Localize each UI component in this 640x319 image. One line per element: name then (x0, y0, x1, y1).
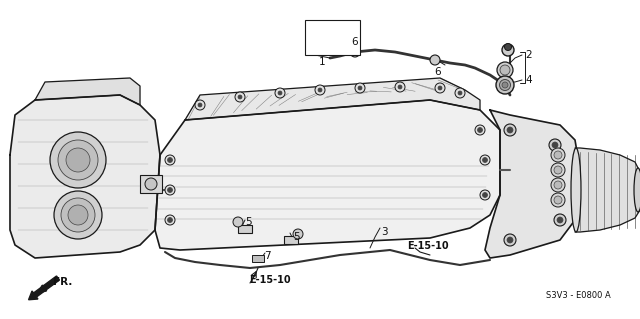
Circle shape (50, 132, 106, 188)
Polygon shape (10, 95, 160, 258)
Polygon shape (485, 110, 580, 258)
Polygon shape (185, 78, 480, 120)
Circle shape (554, 181, 562, 189)
Circle shape (235, 92, 245, 102)
Circle shape (350, 47, 360, 57)
Circle shape (438, 86, 442, 90)
Circle shape (455, 88, 465, 98)
Circle shape (554, 214, 566, 226)
FancyArrow shape (29, 276, 60, 300)
Bar (284, 236, 298, 244)
Circle shape (475, 125, 485, 135)
Circle shape (165, 185, 175, 195)
Circle shape (554, 196, 562, 204)
Text: 1: 1 (319, 57, 325, 67)
Circle shape (395, 82, 405, 92)
Circle shape (315, 85, 325, 95)
Bar (252, 255, 264, 262)
Circle shape (551, 178, 565, 192)
Circle shape (355, 83, 365, 93)
Text: 2: 2 (525, 50, 532, 60)
Circle shape (198, 103, 202, 107)
Circle shape (54, 191, 102, 239)
Circle shape (66, 148, 90, 172)
Circle shape (502, 44, 514, 56)
Circle shape (358, 86, 362, 90)
Circle shape (398, 85, 402, 89)
Circle shape (504, 124, 516, 136)
Circle shape (238, 95, 242, 99)
Circle shape (502, 82, 508, 88)
Circle shape (168, 158, 173, 162)
Circle shape (233, 217, 243, 227)
Circle shape (458, 91, 462, 95)
Circle shape (551, 193, 565, 207)
Circle shape (554, 166, 562, 174)
Circle shape (497, 62, 513, 78)
Text: S3V3 - E0800 A: S3V3 - E0800 A (546, 291, 611, 300)
Circle shape (165, 215, 175, 225)
Circle shape (480, 155, 490, 165)
Ellipse shape (571, 148, 581, 232)
Text: 4: 4 (525, 75, 532, 85)
Circle shape (318, 88, 322, 92)
Text: 3: 3 (381, 227, 387, 237)
Text: 5: 5 (244, 217, 252, 227)
Circle shape (500, 65, 510, 75)
Circle shape (477, 128, 483, 132)
Circle shape (435, 83, 445, 93)
Circle shape (554, 151, 562, 159)
Circle shape (507, 127, 513, 133)
Circle shape (278, 91, 282, 95)
Circle shape (551, 148, 565, 162)
Circle shape (145, 178, 157, 190)
Polygon shape (155, 100, 500, 250)
Circle shape (557, 217, 563, 223)
Text: 6: 6 (435, 67, 442, 77)
Circle shape (430, 55, 440, 65)
Circle shape (68, 205, 88, 225)
Circle shape (293, 229, 303, 239)
Circle shape (480, 190, 490, 200)
Circle shape (168, 218, 173, 222)
Ellipse shape (634, 168, 640, 212)
Text: E-15-10: E-15-10 (249, 275, 291, 285)
Circle shape (549, 139, 561, 151)
Text: E-15-10: E-15-10 (407, 241, 449, 251)
Circle shape (507, 237, 513, 243)
Circle shape (483, 158, 488, 162)
Polygon shape (35, 78, 140, 105)
Circle shape (168, 188, 173, 192)
Circle shape (499, 79, 511, 91)
Text: FR.: FR. (53, 277, 73, 287)
Text: 6: 6 (352, 37, 358, 47)
Text: 7: 7 (264, 251, 270, 261)
Circle shape (496, 76, 514, 94)
Circle shape (275, 88, 285, 98)
Bar (238, 225, 252, 233)
Circle shape (195, 100, 205, 110)
Circle shape (58, 140, 98, 180)
Bar (140, 175, 162, 193)
Circle shape (504, 234, 516, 246)
Text: 5: 5 (292, 232, 300, 242)
Circle shape (165, 155, 175, 165)
Bar (305, 20, 360, 55)
Circle shape (552, 142, 558, 148)
Circle shape (551, 163, 565, 177)
Polygon shape (575, 148, 640, 232)
Circle shape (504, 43, 511, 50)
Circle shape (61, 198, 95, 232)
Circle shape (483, 192, 488, 197)
